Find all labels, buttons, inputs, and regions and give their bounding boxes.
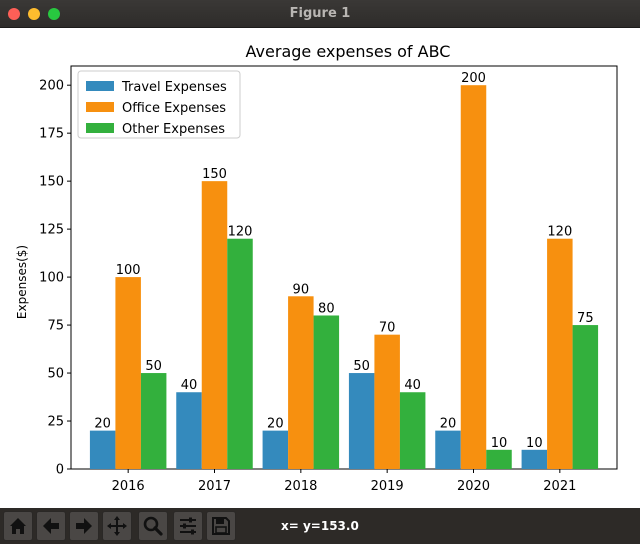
legend-label: Office Expenses (122, 101, 226, 116)
maximize-window-button[interactable] (48, 8, 60, 20)
forward-button[interactable] (69, 511, 99, 541)
data-label: 90 (293, 282, 310, 297)
bar (115, 277, 141, 469)
bar (435, 430, 461, 469)
legend-swatch (86, 81, 114, 91)
configure-subplots-button[interactable] (173, 511, 203, 541)
zoom-button[interactable] (138, 511, 168, 541)
bar-chart: Average expenses of ABC Expenses($) 0 25 5… (15, 42, 618, 494)
save-button[interactable] (206, 511, 236, 541)
y-tick-label: 175 (39, 127, 64, 142)
data-label: 120 (547, 225, 572, 240)
bar (262, 430, 289, 469)
minimize-window-button[interactable] (28, 8, 40, 20)
window-title: Figure 1 (289, 6, 351, 21)
arrow-left-icon (43, 518, 59, 534)
bar (521, 449, 548, 469)
close-window-button[interactable] (8, 8, 20, 20)
y-tick-label: 50 (47, 367, 64, 382)
legend-swatch (86, 102, 114, 112)
move-icon (107, 516, 127, 536)
chart-title: Average expenses of ABC (246, 42, 451, 61)
bar (374, 334, 400, 469)
x-tick-label: 2019 (371, 479, 404, 494)
bar (348, 373, 375, 469)
bar (547, 238, 573, 469)
bar (176, 392, 202, 469)
bar (313, 315, 340, 469)
navigation-toolbar: x= y=153.0 (0, 508, 640, 544)
bar (572, 325, 599, 469)
figure-canvas[interactable]: Average expenses of ABC Expenses($) 0 25 5… (0, 28, 640, 508)
window-titlebar: Figure 1 (0, 0, 640, 28)
back-button[interactable] (36, 511, 66, 541)
cursor-coordinates: x= y=153.0 (281, 519, 359, 533)
legend-label: Travel Expenses (121, 80, 227, 95)
bar (201, 181, 228, 469)
home-icon (10, 518, 26, 534)
data-label: 80 (318, 301, 335, 316)
y-tick-label: 200 (39, 79, 64, 94)
y-tick-label: 100 (39, 271, 64, 286)
y-tick-label: 150 (39, 175, 64, 190)
y-axis-label: Expenses($) (15, 245, 29, 319)
legend-label: Other Expenses (122, 122, 225, 137)
data-label: 120 (228, 225, 253, 240)
data-label: 10 (491, 436, 508, 451)
data-label: 10 (526, 436, 543, 451)
y-tick-label: 25 (47, 415, 64, 430)
data-label: 40 (181, 378, 198, 393)
data-label: 20 (267, 417, 284, 432)
bar (460, 85, 487, 469)
sliders-icon (180, 517, 196, 535)
y-tick-label: 0 (56, 463, 64, 478)
legend-box (77, 70, 241, 139)
floppy-disk-icon (212, 517, 230, 535)
data-label: 100 (116, 263, 141, 278)
axes: 0 25 50 75 100 125 150 175 200 2016 2017 2018 2019 20… (39, 65, 618, 494)
plot-frame (70, 65, 618, 470)
bars: 20 40 20 50 20 10 100 150 90 70 200 120 50 120 80 40 10 7… (89, 71, 599, 469)
data-label: 20 (440, 417, 457, 432)
pan-button[interactable] (102, 511, 132, 541)
data-label: 40 (404, 378, 421, 393)
data-label: 70 (379, 321, 396, 336)
bar (288, 296, 314, 469)
x-tick-label: 2018 (284, 479, 317, 494)
data-label: 20 (94, 417, 111, 432)
magnifier-icon (143, 516, 163, 536)
home-button[interactable] (3, 511, 33, 541)
bar (227, 238, 253, 469)
data-label: 200 (461, 71, 486, 86)
bar (486, 449, 512, 469)
x-tick-label: 2020 (457, 479, 490, 494)
bar (89, 430, 116, 469)
arrow-right-icon (76, 518, 92, 534)
legend-swatch (86, 123, 114, 133)
legend: Travel Expenses Office Expenses Other Expe… (77, 70, 241, 139)
data-label: 75 (577, 311, 594, 326)
data-label: 50 (145, 359, 162, 374)
x-tick-label: 2017 (198, 479, 231, 494)
data-label: 150 (202, 167, 227, 182)
x-tick-label: 2021 (543, 479, 576, 494)
y-tick-label: 75 (47, 319, 64, 334)
bar (140, 373, 167, 469)
bar (399, 392, 426, 469)
y-tick-label: 125 (39, 223, 64, 238)
x-tick-label: 2016 (112, 479, 145, 494)
data-label: 50 (353, 359, 370, 374)
